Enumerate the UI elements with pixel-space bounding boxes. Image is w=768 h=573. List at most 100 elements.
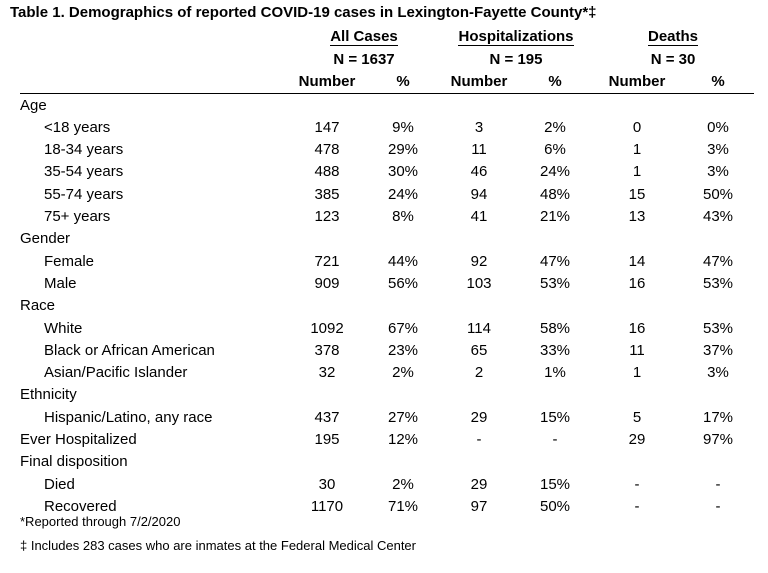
percent-cell: 15% [539, 475, 571, 493]
number-cell [288, 228, 366, 250]
row-label: Asian/Pacific Islander [44, 364, 188, 382]
percent-cell [518, 384, 592, 406]
percent-cell: 53% [702, 274, 734, 292]
percent-cell: 37% [702, 341, 734, 359]
number-cell [440, 93, 518, 116]
number-cell [592, 228, 682, 250]
number-cell [288, 295, 366, 317]
percent-cell: 21% [539, 208, 571, 226]
number-cell: 488 [314, 163, 340, 181]
section-row: Ever Hospitalized 195 12% - - 29 97% [20, 428, 754, 450]
number-cell: 721 [314, 252, 340, 270]
percent-cell [682, 228, 754, 250]
group-header-deaths: Deaths [647, 28, 699, 47]
group-n-deaths: N = 30 [650, 50, 696, 68]
percent-cell: 47% [539, 252, 571, 270]
percent-cell: 97% [702, 430, 734, 448]
number-cell: 2 [474, 364, 484, 382]
table-row: Female 721 44% 92 47% 14 47% [20, 250, 754, 272]
row-label: Male [44, 274, 77, 292]
column-header-number: Number [298, 73, 356, 91]
column-header-pct: % [396, 73, 410, 91]
number-cell: 385 [314, 185, 340, 203]
percent-cell: 9% [392, 118, 414, 136]
number-cell: 437 [314, 408, 340, 426]
percent-cell: 43% [702, 208, 734, 226]
number-cell: 378 [314, 341, 340, 359]
percent-cell: 44% [387, 252, 419, 270]
percent-cell: 12% [387, 430, 419, 448]
percent-cell: 2% [392, 364, 414, 382]
number-cell: 909 [314, 274, 340, 292]
number-cell: 1 [632, 163, 642, 181]
percent-cell: - [552, 430, 558, 448]
percent-cell: 15% [539, 408, 571, 426]
percent-cell [518, 228, 592, 250]
percent-cell: 48% [539, 185, 571, 203]
percent-cell: 23% [387, 341, 419, 359]
percent-cell [366, 384, 440, 406]
number-cell [592, 384, 682, 406]
number-cell: 0 [632, 118, 642, 136]
number-cell: 14 [628, 252, 646, 270]
row-label: <18 years [44, 118, 111, 136]
percent-cell: 56% [387, 274, 419, 292]
percent-cell: - [715, 497, 721, 515]
percent-cell: 17% [702, 408, 734, 426]
number-cell: 15 [628, 185, 646, 203]
percent-cell [518, 93, 592, 116]
number-cell: - [476, 430, 482, 448]
number-cell: 5 [632, 408, 642, 426]
number-cell: 29 [470, 475, 488, 493]
column-header-pct: % [548, 73, 562, 91]
number-cell: 1 [632, 141, 642, 159]
table-row: 18-34 years 478 29% 11 6% 1 3% [20, 138, 754, 160]
section-label: Age [20, 96, 47, 114]
number-cell: 29 [628, 430, 646, 448]
group-header-all-cases: All Cases [330, 28, 398, 47]
number-cell: 114 [467, 319, 491, 337]
table-row: Recovered 1170 71% 97 50% - - [20, 495, 754, 517]
percent-cell: - [715, 475, 721, 493]
number-cell: 147 [314, 118, 340, 136]
number-cell: 65 [470, 341, 488, 359]
table-row: Male 909 56% 103 53% 16 53% [20, 272, 754, 294]
number-cell: 123 [314, 208, 340, 226]
number-cell: 11 [471, 141, 487, 159]
row-label: Died [44, 475, 75, 493]
percent-cell [366, 295, 440, 317]
column-header-row: Number % Number % Number % [20, 71, 754, 94]
table-row: 35-54 years 488 30% 46 24% 1 3% [20, 161, 754, 183]
table-row: 75+ years 123 8% 41 21% 13 43% [20, 205, 754, 227]
row-label: 18-34 years [44, 141, 124, 159]
percent-cell [682, 93, 754, 116]
number-cell: 16 [628, 274, 646, 292]
section-label: Final disposition [20, 453, 128, 471]
percent-cell: 53% [539, 274, 571, 292]
table-title: Table 1. Demographics of reported COVID-… [10, 4, 597, 21]
percent-cell: 0% [707, 118, 729, 136]
number-cell: 11 [629, 341, 645, 359]
number-cell: 97 [470, 497, 488, 515]
number-cell [288, 93, 366, 116]
number-cell [440, 451, 518, 473]
percent-cell [366, 451, 440, 473]
number-cell [288, 384, 366, 406]
section-row: Age [20, 93, 754, 116]
section-label: Race [20, 297, 56, 315]
number-cell: 41 [470, 208, 488, 226]
number-cell [592, 93, 682, 116]
percent-cell [518, 451, 592, 473]
footnote-reported-through: *Reported through 7/2/2020 [20, 514, 181, 529]
number-cell: 94 [470, 185, 488, 203]
number-cell [592, 451, 682, 473]
table-row: <18 years 147 9% 3 2% 0 0% [20, 116, 754, 138]
number-cell: 30 [318, 475, 336, 493]
number-cell: 3 [474, 118, 484, 136]
number-cell [288, 451, 366, 473]
section-row: Final disposition [20, 451, 754, 473]
percent-cell: 24% [387, 185, 419, 203]
table-row: Asian/Pacific Islander 32 2% 2 1% 1 3% [20, 361, 754, 383]
number-cell: 1170 [310, 497, 344, 515]
row-label: Black or African American [44, 341, 215, 359]
